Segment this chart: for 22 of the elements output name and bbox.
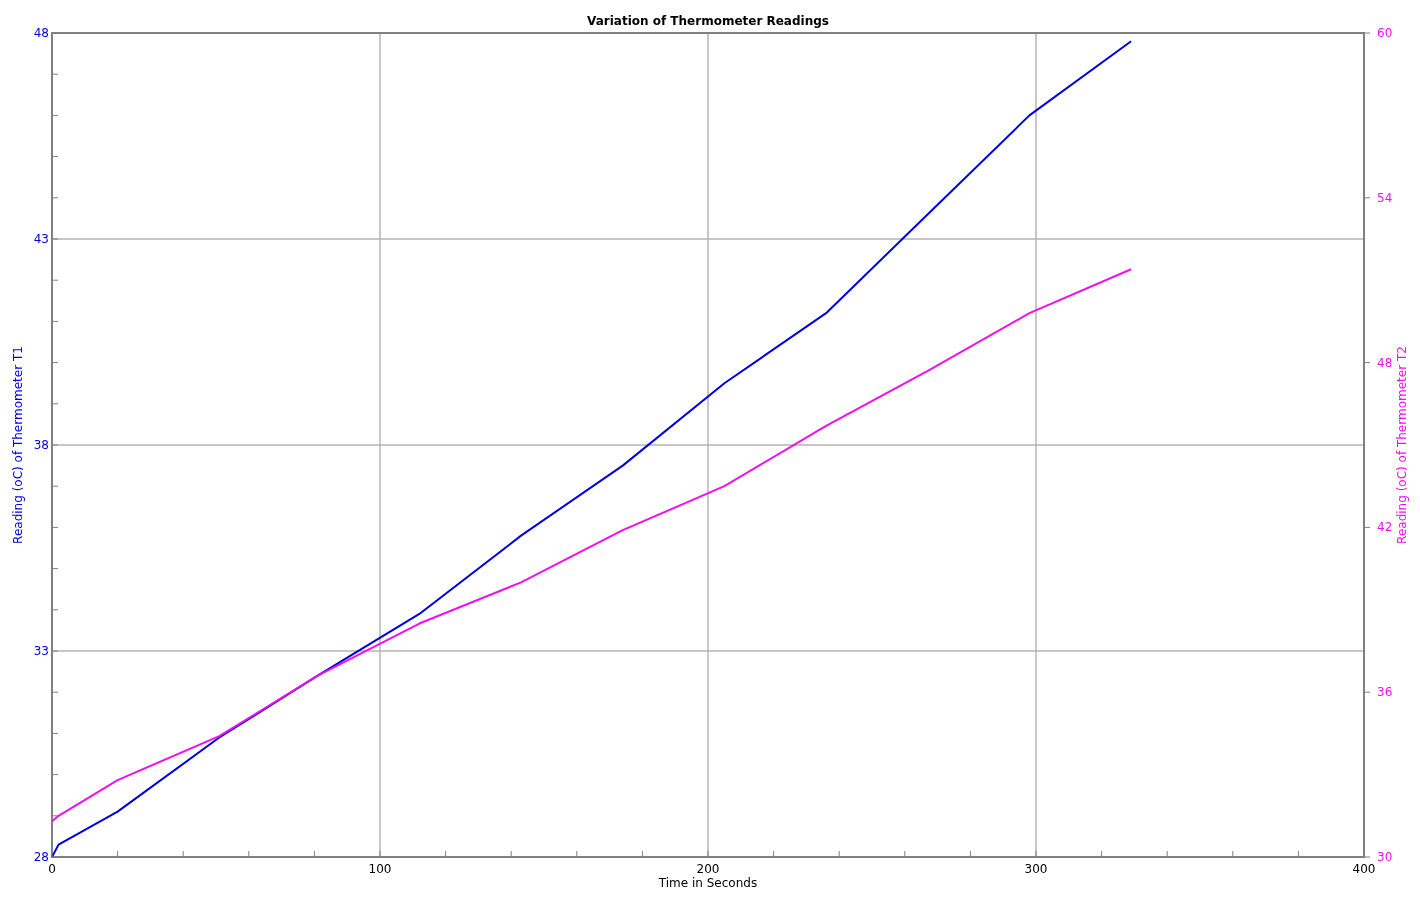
y-tick-label: 43 xyxy=(33,232,49,246)
x-axis-title: Time in Seconds xyxy=(657,876,758,890)
y2-axis-title: Reading (oC) of Thermometer T2 xyxy=(1395,346,1409,544)
x-tick-label: 400 xyxy=(1352,862,1376,876)
y2-tick-label: 60 xyxy=(1377,26,1393,40)
chart-title: Variation of Thermometer Readings xyxy=(587,14,829,28)
y2-tick-label: 42 xyxy=(1377,520,1393,535)
y2-tick-label: 30 xyxy=(1377,850,1393,864)
y2-tick-label: 54 xyxy=(1377,190,1393,205)
y-tick-label: 33 xyxy=(33,644,49,658)
x-tick-label: 300 xyxy=(1024,862,1048,876)
line-series xyxy=(51,268,1133,823)
y2-tick-label: 36 xyxy=(1377,685,1393,700)
y2-tick-label: 48 xyxy=(1377,355,1393,370)
y-tick-label: 48 xyxy=(33,26,49,40)
y-tick-label: 38 xyxy=(33,438,49,452)
y-axis-title: Reading (oC) of Thermometer T1 xyxy=(11,346,25,544)
y-tick-label: 28 xyxy=(33,850,49,864)
x-tick-label: 200 xyxy=(696,862,720,876)
x-tick-label: 100 xyxy=(368,862,392,876)
x-tick-label: 0 xyxy=(48,862,56,876)
line-series xyxy=(51,40,1133,858)
